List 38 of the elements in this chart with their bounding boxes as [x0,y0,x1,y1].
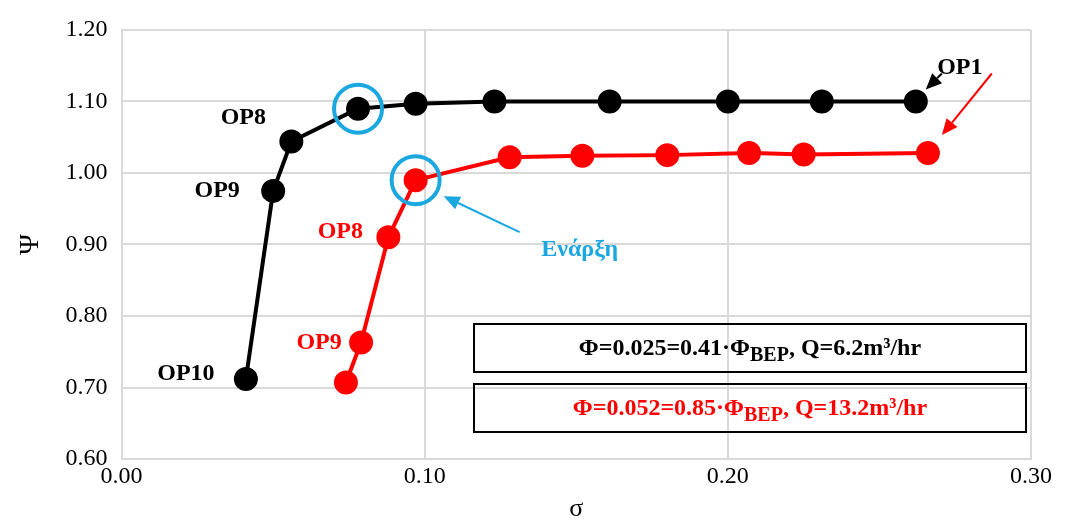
x-axis-title: σ [569,493,584,523]
annotation: OP10 [157,359,215,386]
annotation: OP8 [317,216,364,243]
x-tick-label: 0.10 [403,461,446,488]
y-tick-label: 1.20 [65,15,108,42]
point [233,366,258,391]
point [809,89,834,114]
point [279,129,304,154]
point [903,89,928,114]
point [915,140,940,165]
y-tick-label: 1.10 [65,86,108,113]
y-tick-label: 0.80 [65,301,108,328]
point [655,143,680,168]
y-tick-label: 1.00 [65,158,108,185]
annotation: OP9 [296,327,342,354]
point [333,370,358,395]
point [737,140,762,165]
y-axis-title: Ψ [13,233,45,255]
point [482,89,507,114]
point [791,142,816,167]
point [403,91,428,116]
point [497,145,522,170]
text: Φ=0.025=0.41·Φ$_{BEP}$, Q=6.2m³/hr [473,323,1027,373]
text: Φ=0.052=0.85·Φ$_{BEP}$, Q=13.2m³/hr [473,383,1027,433]
y-tick-label: 0.90 [65,229,108,256]
annotation: OP8 [220,102,267,129]
y-tick-label: 0.70 [65,372,108,399]
point [570,143,595,168]
point [261,178,286,203]
x-tick-label: 0.20 [706,461,749,488]
point [376,225,401,250]
annotation: OP9 [194,176,240,203]
point [597,89,622,114]
point [349,330,374,355]
x-tick-label: 0.30 [1010,461,1052,488]
point [715,89,740,114]
annotation: OP1 [937,52,983,79]
annotation: Ενάρξη [541,235,619,262]
